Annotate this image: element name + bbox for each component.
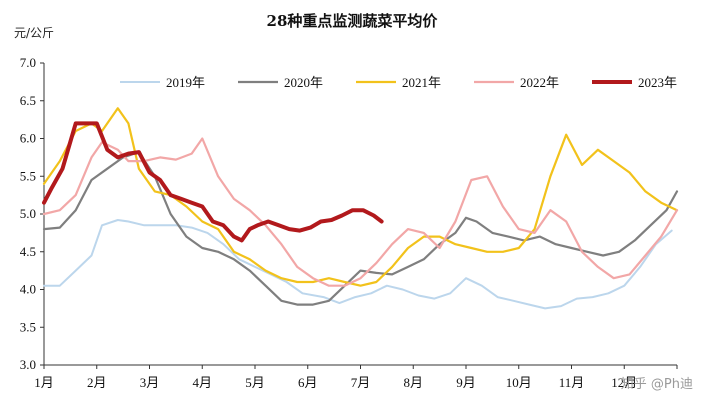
series-lines [42, 107, 679, 310]
x-tick-label: 10月 [506, 375, 532, 390]
series-line-2019年 [43, 219, 673, 310]
legend-label-2019年: 2019年 [166, 75, 205, 90]
x-tick-label: 2月 [87, 375, 107, 390]
y-tick-label: 4.5 [20, 244, 36, 259]
x-tick-label: 3月 [140, 375, 160, 390]
x-tick-label: 7月 [351, 375, 371, 390]
y-tick-label: 3.0 [20, 357, 36, 372]
y-tick-label: 7.0 [20, 55, 36, 70]
y-tick-label: 6.0 [20, 131, 36, 146]
legend-label-2022年: 2022年 [520, 75, 559, 90]
x-tick-label: 8月 [403, 375, 423, 390]
x-tick-label: 12月 [611, 375, 637, 390]
chart-title: 28种重点监测蔬菜平均价 [267, 12, 439, 30]
y-tick-label: 5.0 [20, 206, 36, 221]
legend-label-2021年: 2021年 [402, 75, 441, 90]
y-tick-label: 6.5 [20, 93, 36, 108]
x-tick-label: 6月 [298, 375, 318, 390]
series-line-2021年 [42, 107, 679, 287]
axes [40, 62, 678, 369]
legend-label-2023年: 2023年 [638, 75, 677, 90]
x-tick-label: 11月 [559, 375, 585, 390]
y-tick-labels: 3.0 3.5 4.0 4.5 5.0 5.5 6.0 6.5 7.0 [20, 55, 36, 372]
series-line-2023年 [42, 121, 384, 243]
y-tick-label: 4.0 [20, 282, 36, 297]
x-tick-label: 1月 [34, 375, 54, 390]
x-tick-label: 5月 [245, 375, 265, 390]
watermark: 知乎 @Ph迪 [621, 376, 693, 392]
x-tick-label: 4月 [192, 375, 212, 390]
legend-label-2020年: 2020年 [284, 75, 323, 90]
x-tick-label: 9月 [456, 375, 476, 390]
y-axis-label: 元/公斤 [14, 26, 54, 40]
y-tick-label: 5.5 [20, 168, 36, 183]
legend: 2019年 2020年 2021年 2022年 2023年 [120, 75, 677, 90]
x-tick-labels: 1月 2月 3月 4月 5月 6月 7月 8月 9月 10月 11月 12月 [34, 375, 637, 390]
y-tick-label: 3.5 [20, 319, 36, 334]
series-line-2020年 [42, 151, 679, 306]
